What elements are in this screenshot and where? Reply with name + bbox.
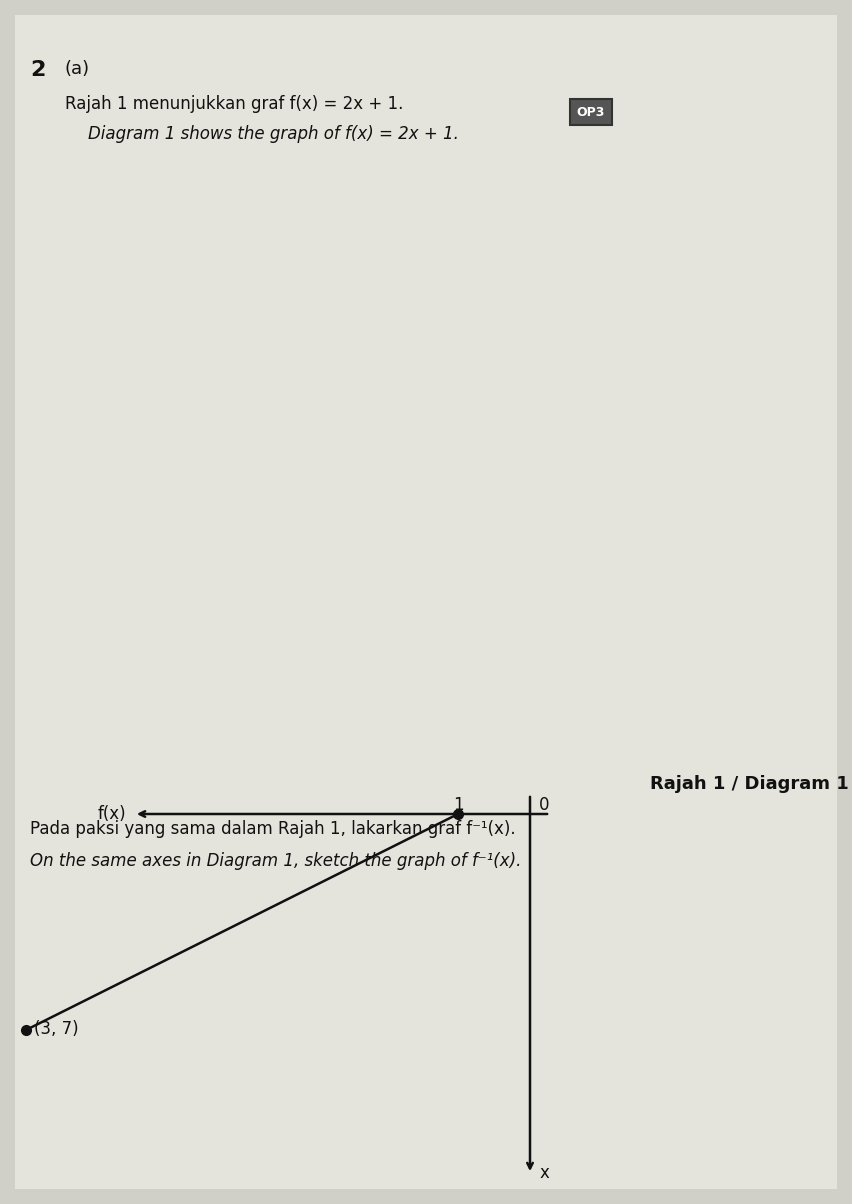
Text: Rajah 1 menunjukkan graf f(x) = 2x + 1.: Rajah 1 menunjukkan graf f(x) = 2x + 1. [65, 95, 403, 113]
Text: (a): (a) [65, 60, 90, 78]
Text: 1: 1 [452, 796, 463, 814]
Text: 2: 2 [30, 60, 45, 79]
Text: Diagram 1 shows the graph of f(x) = 2x + 1.: Diagram 1 shows the graph of f(x) = 2x +… [88, 125, 459, 143]
Text: (3, 7): (3, 7) [34, 1020, 78, 1038]
Bar [570, 99, 612, 125]
Text: Rajah 1 / Diagram 1: Rajah 1 / Diagram 1 [650, 775, 849, 793]
Text: 0: 0 [538, 796, 550, 814]
Text: On the same axes in Diagram 1, sketch the graph of f⁻¹(x).: On the same axes in Diagram 1, sketch th… [30, 852, 521, 870]
Text: f(x): f(x) [97, 805, 126, 824]
Text: OP3: OP3 [577, 106, 605, 118]
Text: x: x [540, 1164, 550, 1182]
Text: Pada paksi yang sama dalam Rajah 1, lakarkan graf f⁻¹(x).: Pada paksi yang sama dalam Rajah 1, laka… [30, 820, 515, 838]
